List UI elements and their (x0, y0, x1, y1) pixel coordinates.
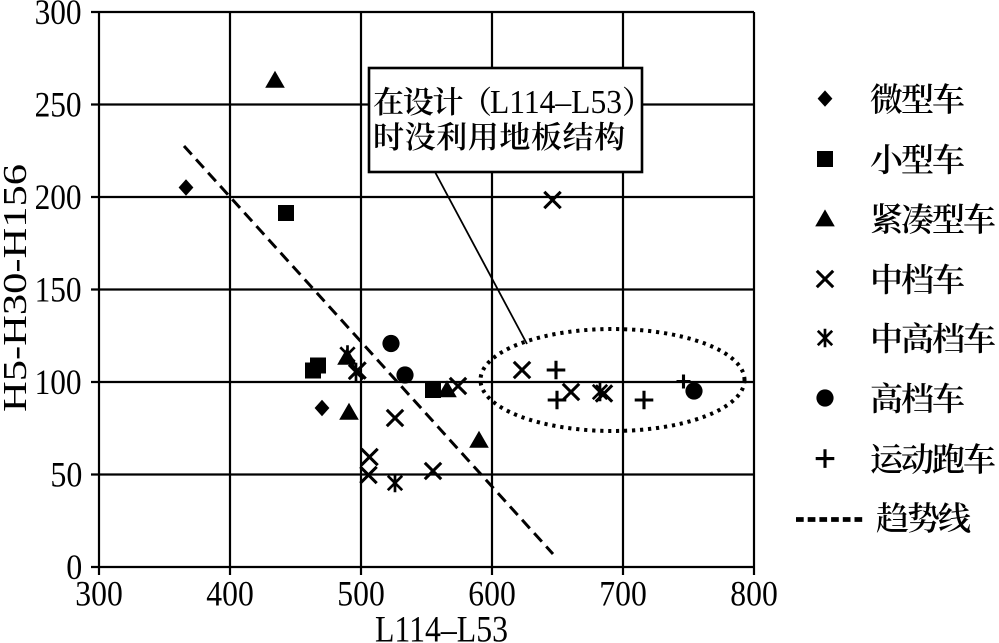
svg-text:150: 150 (35, 270, 82, 310)
svg-text:400: 400 (206, 574, 254, 614)
svg-text:50: 50 (50, 455, 82, 495)
svg-text:250: 250 (35, 85, 82, 125)
svg-text:300: 300 (35, 0, 82, 32)
svg-text:200: 200 (35, 177, 82, 217)
svg-text:500: 500 (337, 574, 385, 614)
svg-text:300: 300 (75, 574, 123, 614)
svg-text:H5-H30-H156: H5-H30-H156 (0, 164, 34, 412)
svg-text:L114–L53: L114–L53 (375, 610, 508, 643)
svg-text:0: 0 (66, 547, 82, 587)
svg-text:700: 700 (599, 574, 647, 614)
svg-text:100: 100 (35, 362, 82, 402)
svg-text:L114–L53: L114–L53 (490, 84, 622, 121)
svg-text:600: 600 (468, 574, 516, 614)
svg-text:800: 800 (730, 574, 778, 614)
